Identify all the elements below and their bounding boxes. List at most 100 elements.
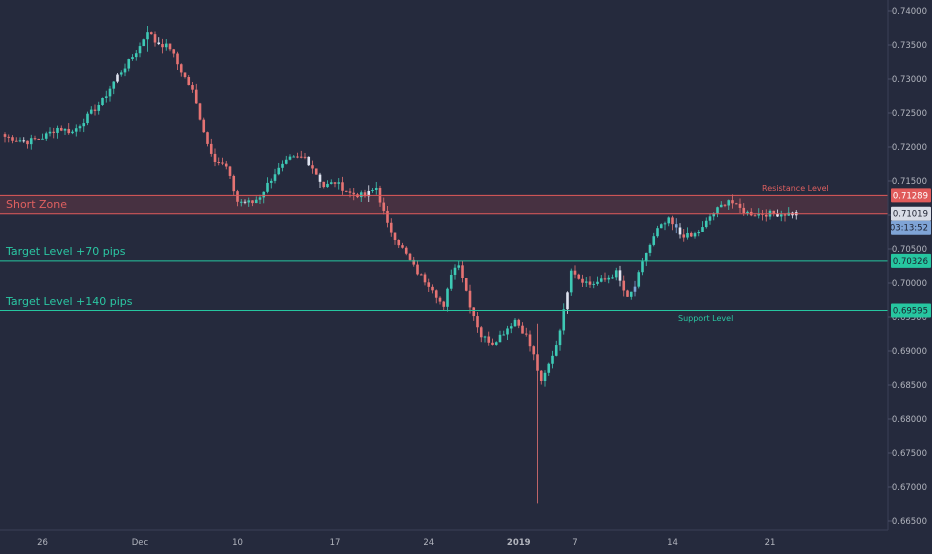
candle-body — [682, 234, 686, 238]
candle-body — [131, 57, 134, 60]
candle-body — [449, 274, 453, 289]
candle-body — [194, 89, 198, 104]
candle-body — [472, 307, 476, 317]
candle-body — [224, 163, 228, 167]
candle-body — [374, 187, 378, 190]
candle-body — [626, 290, 629, 297]
candle-body — [678, 227, 682, 235]
candle-body — [547, 363, 551, 373]
candle-body — [183, 72, 187, 78]
candle-body — [581, 278, 584, 283]
candle-body — [258, 197, 262, 200]
candle-body — [487, 336, 491, 343]
candle-body — [3, 134, 7, 137]
candle-body — [172, 49, 176, 54]
candle-body — [716, 207, 719, 214]
candle-body — [22, 140, 26, 142]
candle-body — [401, 245, 404, 248]
short-zone-band — [0, 195, 888, 214]
countdown-tag: 03:13:52 — [890, 224, 928, 234]
price-tick-label: 0.74000 — [892, 7, 927, 17]
candle-body — [232, 175, 236, 192]
candle-body — [262, 191, 266, 198]
candle-body — [686, 232, 689, 238]
candle-body — [26, 140, 29, 145]
candle-body — [344, 190, 348, 192]
candle-body — [213, 153, 217, 163]
candle-body — [337, 182, 341, 184]
candle-body — [708, 216, 712, 221]
candle-body — [348, 191, 352, 193]
time-tick-label: 26 — [37, 538, 48, 548]
candle-body — [704, 220, 708, 228]
candle-body — [397, 240, 401, 246]
candle-body — [299, 156, 303, 158]
candle-body — [59, 127, 63, 131]
candle-body — [228, 166, 232, 176]
candle-body — [742, 207, 746, 214]
candle-body — [52, 131, 56, 133]
candle-body — [479, 327, 483, 338]
time-tick-label: 14 — [667, 538, 678, 548]
candle-body — [468, 290, 472, 308]
candle-body — [198, 103, 202, 120]
candle-body — [63, 128, 67, 131]
candle-body — [333, 182, 337, 184]
candle-body — [607, 277, 611, 280]
price-tick-label: 0.68500 — [892, 381, 927, 391]
candle-body — [734, 203, 738, 205]
candle-body — [622, 280, 626, 291]
candle-body — [33, 138, 37, 140]
candle-body — [419, 274, 423, 276]
candle-body — [191, 85, 194, 90]
candle-body — [753, 215, 757, 217]
candle-body — [536, 354, 539, 371]
candle-body — [532, 346, 536, 355]
candle-body — [584, 281, 588, 283]
support-level-label: Support Level — [678, 314, 733, 323]
candle-body — [37, 138, 41, 140]
candle-body — [112, 81, 116, 89]
candle-body — [603, 278, 607, 280]
candle-body — [644, 252, 648, 262]
candle-body — [588, 281, 592, 285]
candle-body — [423, 274, 427, 283]
candle-body — [202, 119, 206, 133]
candle-body — [573, 270, 577, 275]
candle-body — [412, 259, 416, 265]
candle-body — [363, 192, 367, 197]
candle-body — [461, 265, 464, 279]
candle-body — [506, 328, 509, 335]
candle-body — [693, 233, 697, 237]
candle-body — [164, 43, 168, 48]
support-level-price-tag: 0.69595 — [893, 307, 928, 317]
candle-body — [528, 334, 532, 347]
candle-body — [307, 156, 311, 166]
candle-body — [209, 143, 213, 154]
candle-body — [176, 53, 179, 65]
candle-body — [783, 214, 787, 216]
time-tick-label: 7 — [572, 538, 577, 548]
candle-body — [393, 232, 397, 241]
candle-body — [757, 213, 761, 216]
candle-body — [652, 236, 656, 245]
candle-body — [153, 34, 157, 43]
candle-body — [779, 214, 783, 217]
candle-body — [554, 345, 558, 356]
candle-body — [134, 53, 138, 58]
candle-body — [187, 77, 191, 86]
price-tick-label: 0.67000 — [892, 483, 927, 493]
candle-body — [611, 277, 614, 279]
support-level-price-tag-bg — [891, 303, 931, 318]
candle-body — [431, 286, 434, 291]
candle-body — [206, 132, 209, 144]
candle-body — [494, 342, 498, 345]
candle-body — [566, 292, 569, 310]
candle-body — [404, 247, 408, 254]
candle-body — [371, 189, 374, 191]
candle-body — [82, 123, 86, 127]
price-tick-label: 0.73000 — [892, 75, 927, 85]
candle-body — [288, 156, 292, 160]
